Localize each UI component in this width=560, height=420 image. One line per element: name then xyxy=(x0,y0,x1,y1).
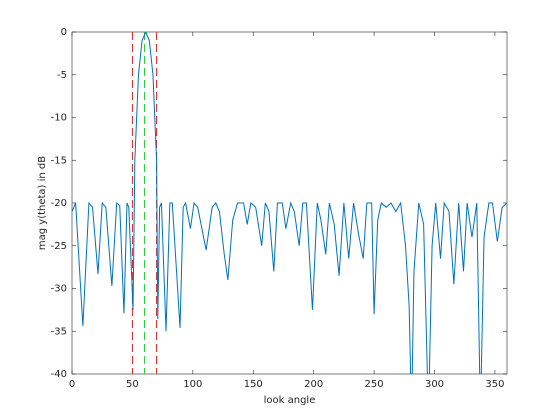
y-axis-label: mag y(theta) in dB xyxy=(37,156,48,250)
y-tick-label: -10 xyxy=(51,113,67,124)
y-tick-label: 0 xyxy=(61,27,67,38)
y-tick-label: -20 xyxy=(51,198,67,209)
x-tick-label: 250 xyxy=(365,379,384,390)
line-series xyxy=(72,32,507,374)
x-tick-label: 0 xyxy=(69,379,75,390)
y-tick-label: -40 xyxy=(51,369,67,380)
x-tick-label: 50 xyxy=(126,379,139,390)
x-tick-label: 200 xyxy=(304,379,323,390)
y-tick-label: -25 xyxy=(51,241,67,252)
y-tick-label: -5 xyxy=(57,70,67,81)
y-tick-label: -15 xyxy=(51,155,67,166)
y-tick-label: -30 xyxy=(51,284,67,295)
x-tick-label: 150 xyxy=(244,379,263,390)
y-tick-label: -35 xyxy=(51,326,67,337)
x-axis-label: look angle xyxy=(264,395,316,406)
x-tick-label: 100 xyxy=(183,379,202,390)
x-tick-label: 300 xyxy=(425,379,444,390)
axes-box xyxy=(71,31,508,375)
x-tick-label: 350 xyxy=(485,379,504,390)
